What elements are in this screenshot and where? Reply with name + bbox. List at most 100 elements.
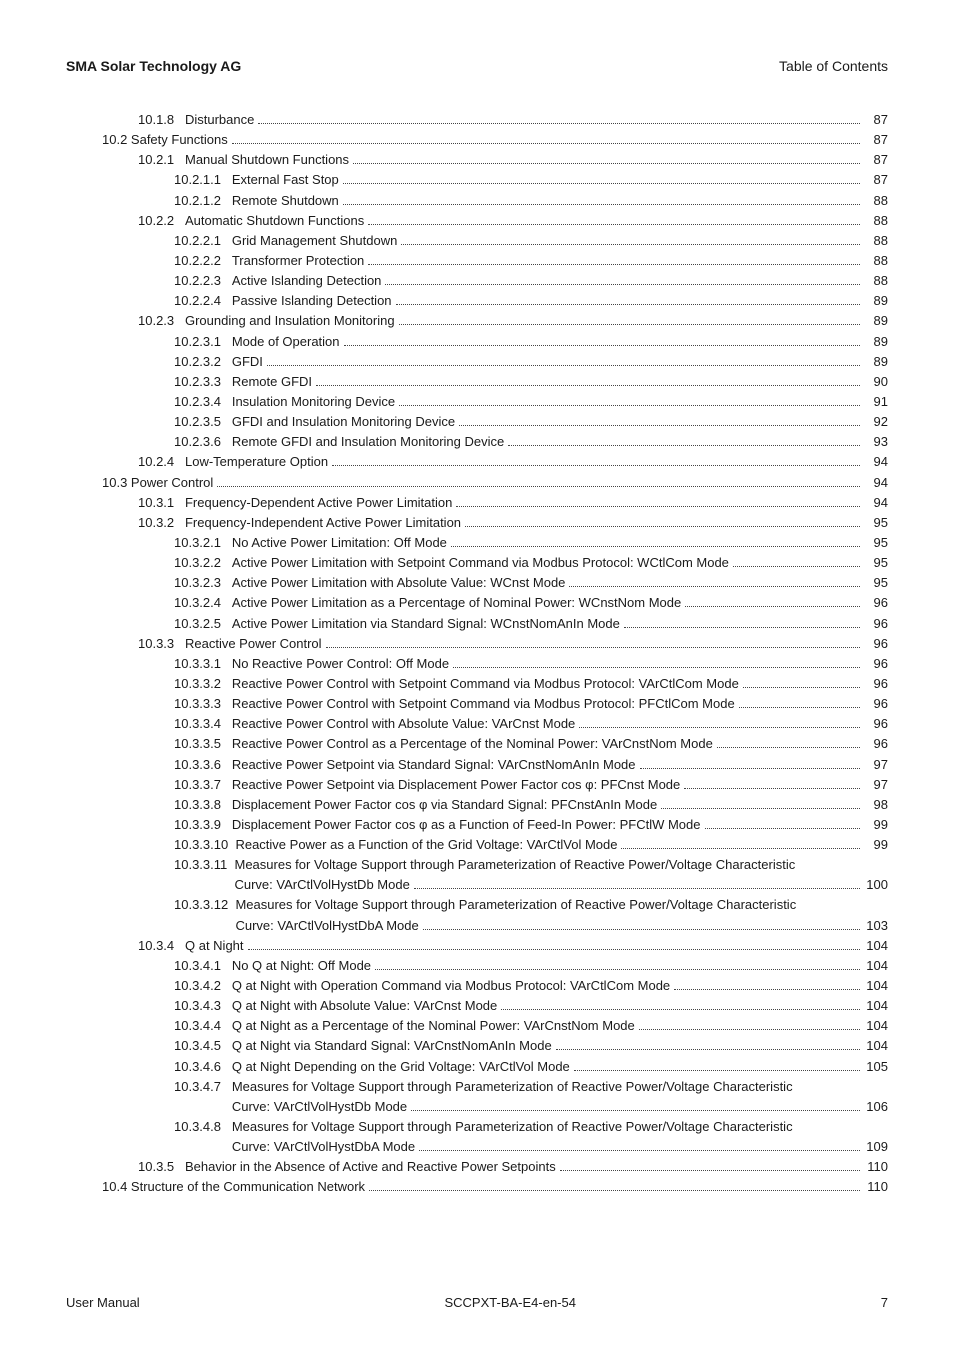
toc-entry: 10.2.2.4 Passive Islanding Detection89 bbox=[66, 291, 888, 311]
toc-leader bbox=[316, 385, 860, 386]
toc-page: 94 bbox=[864, 493, 888, 513]
toc-title: Reactive Power Setpoint via Standard Sig… bbox=[232, 755, 636, 775]
toc-page: 96 bbox=[864, 593, 888, 613]
toc-page: 87 bbox=[864, 150, 888, 170]
toc-entry: 10.3.3.11 Measures for Voltage Support t… bbox=[66, 855, 888, 895]
toc-number: 10.3.3.6 bbox=[174, 755, 232, 775]
toc-leader bbox=[624, 627, 860, 628]
toc-number: 10.3.4.7 bbox=[174, 1077, 232, 1117]
toc-leader bbox=[399, 324, 860, 325]
toc-leader bbox=[739, 707, 860, 708]
toc-title: Q at Night via Standard Signal: VArCnstN… bbox=[232, 1036, 552, 1056]
toc-title: Active Power Limitation via Standard Sig… bbox=[232, 614, 620, 634]
toc-title: No Q at Night: Off Mode bbox=[232, 956, 371, 976]
toc-leader bbox=[733, 566, 860, 567]
toc-leader bbox=[368, 264, 860, 265]
toc-title: Remote GFDI and Insulation Monitoring De… bbox=[232, 432, 504, 452]
toc-title: Insulation Monitoring Device bbox=[232, 392, 395, 412]
toc-entry: 10.3.3.2 Reactive Power Control with Set… bbox=[66, 674, 888, 694]
toc-page: 95 bbox=[864, 573, 888, 593]
toc-number: 10.3.3.2 bbox=[174, 674, 232, 694]
toc-leader bbox=[456, 506, 860, 507]
toc-leader bbox=[326, 647, 860, 648]
toc-leader bbox=[705, 828, 861, 829]
toc-page: 95 bbox=[864, 553, 888, 573]
toc-number: 10.2 bbox=[102, 130, 131, 150]
toc-title: Measures for Voltage Support through Par… bbox=[235, 895, 888, 915]
toc-page: 96 bbox=[864, 694, 888, 714]
toc-number: 10.2.3.4 bbox=[174, 392, 232, 412]
toc-leader bbox=[501, 1009, 860, 1010]
toc-entry: 10.2.3.5 GFDI and Insulation Monitoring … bbox=[66, 412, 888, 432]
toc-title: Reactive Power Setpoint via Displacement… bbox=[232, 775, 680, 795]
toc-page: 99 bbox=[864, 815, 888, 835]
toc-leader bbox=[556, 1049, 860, 1050]
toc-page: 96 bbox=[864, 634, 888, 654]
toc-page: 96 bbox=[864, 714, 888, 734]
toc-page: 99 bbox=[864, 835, 888, 855]
page: SMA Solar Technology AG Table of Content… bbox=[0, 0, 954, 1350]
toc-title: Q at Night with Operation Command via Mo… bbox=[232, 976, 670, 996]
toc-page: 110 bbox=[864, 1157, 888, 1177]
toc-entry: 10.3.2.4 Active Power Limitation as a Pe… bbox=[66, 593, 888, 613]
toc-title: Reactive Power Control as a Percentage o… bbox=[232, 734, 713, 754]
toc-page: 92 bbox=[864, 412, 888, 432]
toc-number: 10.3.3.1 bbox=[174, 654, 232, 674]
toc-title: Remote Shutdown bbox=[232, 191, 339, 211]
toc-page: 96 bbox=[864, 654, 888, 674]
toc-entry: 10.3.3.10 Reactive Power as a Function o… bbox=[66, 835, 888, 855]
toc-entry: 10.2.3.6 Remote GFDI and Insulation Moni… bbox=[66, 432, 888, 452]
toc-page: 96 bbox=[864, 734, 888, 754]
toc-leader bbox=[411, 1110, 860, 1111]
toc-number: 10.2.3.5 bbox=[174, 412, 232, 432]
toc-leader bbox=[248, 949, 860, 950]
toc-title: GFDI bbox=[232, 352, 263, 372]
toc-leader bbox=[453, 667, 860, 668]
toc-entry: 10.2.2.2 Transformer Protection88 bbox=[66, 251, 888, 271]
toc-entry: 10.2.1.1 External Fast Stop87 bbox=[66, 170, 888, 190]
toc-page: 94 bbox=[864, 473, 888, 493]
toc-title: Active Power Limitation as a Percentage … bbox=[232, 593, 681, 613]
toc-number: 10.2.2.1 bbox=[174, 231, 232, 251]
toc-title: Q at Night as a Percentage of the Nomina… bbox=[232, 1016, 635, 1036]
toc-page: 104 bbox=[864, 976, 888, 996]
toc-page: 104 bbox=[864, 996, 888, 1016]
toc-title-cont: Curve: VArCtlVolHystDbA Mode bbox=[235, 916, 418, 936]
toc-title: Passive Islanding Detection bbox=[232, 291, 392, 311]
toc-title: Measures for Voltage Support through Par… bbox=[232, 1117, 888, 1137]
toc-leader bbox=[396, 304, 860, 305]
toc-entry: 10.2 Safety Functions87 bbox=[66, 130, 888, 150]
toc-page: 88 bbox=[864, 231, 888, 251]
toc-leader bbox=[414, 888, 860, 889]
toc-entry: 10.2.3.3 Remote GFDI90 bbox=[66, 372, 888, 392]
toc-leader bbox=[569, 586, 860, 587]
toc-entry: 10.3.3.1 No Reactive Power Control: Off … bbox=[66, 654, 888, 674]
toc-entry: 10.3 Power Control94 bbox=[66, 473, 888, 493]
toc-page: 89 bbox=[864, 352, 888, 372]
toc-entry: 10.3.3.12 Measures for Voltage Support t… bbox=[66, 895, 888, 935]
toc-title: Q at Night with Absolute Value: VArCnst … bbox=[232, 996, 497, 1016]
toc-page: 97 bbox=[864, 755, 888, 775]
toc-number: 10.2.3 bbox=[138, 311, 185, 331]
toc-title: Frequency-Dependent Active Power Limitat… bbox=[185, 493, 452, 513]
toc-leader bbox=[451, 546, 860, 547]
toc-entry: 10.2.3.1 Mode of Operation89 bbox=[66, 332, 888, 352]
toc-number: 10.3.3.12 bbox=[174, 895, 235, 935]
toc-title: Reactive Power Control with Setpoint Com… bbox=[232, 674, 739, 694]
toc-leader bbox=[332, 465, 860, 466]
toc-entry: 10.3.2.3 Active Power Limitation with Ab… bbox=[66, 573, 888, 593]
toc-leader bbox=[344, 345, 860, 346]
footer-right: 7 bbox=[881, 1295, 888, 1310]
toc-number: 10.3.3 bbox=[138, 634, 185, 654]
toc-page: 97 bbox=[864, 775, 888, 795]
toc-title: Safety Functions bbox=[131, 130, 228, 150]
toc-leader bbox=[399, 405, 860, 406]
toc-entry: 10.2.3 Grounding and Insulation Monitori… bbox=[66, 311, 888, 331]
header-section: Table of Contents bbox=[779, 58, 888, 74]
toc-number: 10.2.2.2 bbox=[174, 251, 232, 271]
toc-entry: 10.2.2.1 Grid Management Shutdown88 bbox=[66, 231, 888, 251]
toc-title: Transformer Protection bbox=[232, 251, 364, 271]
toc-entry: 10.2.2.3 Active Islanding Detection88 bbox=[66, 271, 888, 291]
toc-number: 10.3.4.8 bbox=[174, 1117, 232, 1157]
toc-page: 95 bbox=[864, 533, 888, 553]
